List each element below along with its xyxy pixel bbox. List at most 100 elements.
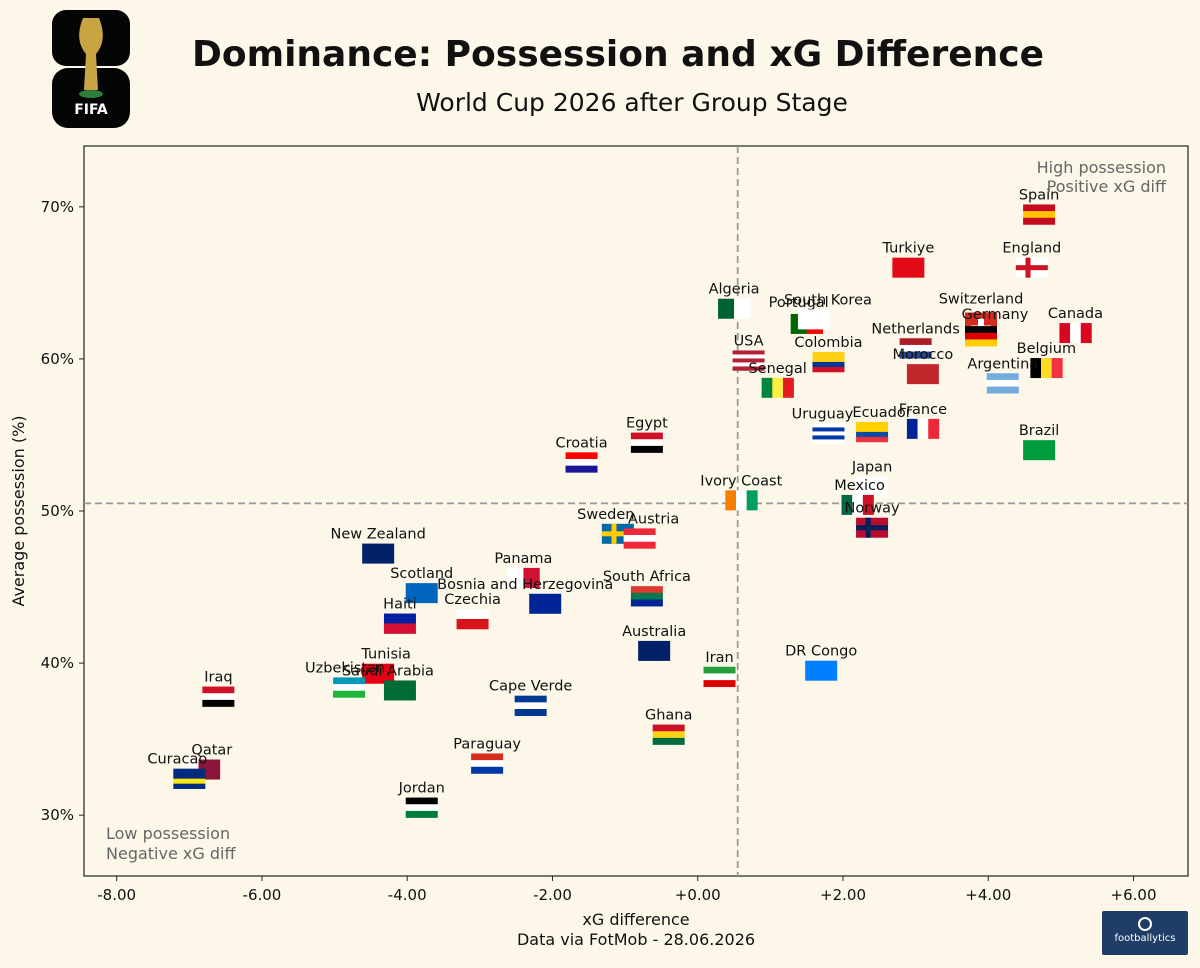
flag-icon xyxy=(761,377,794,398)
y-tick-label: 40% xyxy=(41,654,74,672)
data-point: DR Congo xyxy=(785,644,857,681)
page-title: Dominance: Possession and xG Difference xyxy=(191,34,1045,75)
flag-icon xyxy=(405,583,438,604)
y-tick-label: 60% xyxy=(41,350,74,368)
data-point: Australia xyxy=(622,624,686,661)
flag-icon xyxy=(630,432,663,453)
point-label: Germany xyxy=(962,307,1029,323)
point-label: Iran xyxy=(705,650,733,666)
quadrant-bottom-left-line2: Negative xG diff xyxy=(106,844,236,863)
flag-icon xyxy=(718,298,751,319)
point-label: Turkiye xyxy=(882,241,935,257)
flag-icon xyxy=(565,452,598,473)
x-tick-label: -4.00 xyxy=(388,886,427,904)
data-point: Scotland xyxy=(390,566,453,604)
x-axis-label: xG difference xyxy=(582,910,689,929)
point-label: South Africa xyxy=(603,569,691,585)
quadrant-top-right-line1: High possession xyxy=(1037,158,1166,177)
data-point: New Zealand xyxy=(331,527,426,564)
flag-icon xyxy=(362,543,395,564)
data-point: Croatia xyxy=(555,435,608,473)
data-point: Morocco xyxy=(893,347,953,385)
data-point: France xyxy=(899,402,947,439)
point-label: Czechia xyxy=(444,592,501,608)
flag-icon xyxy=(805,660,838,681)
data-point: Czechia xyxy=(444,592,501,630)
flag-icon xyxy=(630,586,663,607)
flag-icon xyxy=(362,663,395,684)
point-label: South Korea xyxy=(784,292,872,308)
point-label: Ivory Coast xyxy=(700,473,782,489)
point-label: Qatar xyxy=(191,743,232,759)
point-label: Belgium xyxy=(1017,341,1076,357)
flag-icon xyxy=(1015,257,1048,278)
point-label: Jordan xyxy=(398,781,445,797)
point-label: Mexico xyxy=(834,478,885,494)
data-point: Senegal xyxy=(748,361,807,398)
flag-icon xyxy=(202,686,235,707)
x-tick-label: +6.00 xyxy=(1111,886,1157,904)
flag-icon xyxy=(856,517,889,538)
data-point: Tunisia xyxy=(360,647,411,684)
flag-icon xyxy=(703,666,736,688)
quadrant-bottom-left-line1: Low possession xyxy=(106,824,230,843)
data-source: Data via FotMob - 28.06.2026 xyxy=(517,930,755,949)
flag-icon xyxy=(1023,204,1056,225)
flag-icon xyxy=(456,608,489,630)
data-point: Haiti xyxy=(383,597,417,634)
flag-icon xyxy=(725,490,758,511)
point-label: Bosnia and Herzegovina xyxy=(437,577,613,593)
data-point: Austria xyxy=(623,511,679,549)
data-point: Spain xyxy=(1019,187,1059,225)
data-point: USA xyxy=(732,333,765,371)
point-label: Switzerland xyxy=(939,292,1024,308)
point-label: Norway xyxy=(845,501,900,517)
flag-icon xyxy=(652,724,685,745)
data-point: Egypt xyxy=(626,416,668,453)
y-tick-label: 70% xyxy=(41,198,74,216)
flag-icon xyxy=(812,351,845,373)
data-point: Canada xyxy=(1048,306,1103,344)
flag-icon xyxy=(906,418,940,439)
flag-icon xyxy=(812,423,845,444)
data-point: England xyxy=(1002,241,1061,278)
flag-icon xyxy=(856,476,889,497)
data-point: Germany xyxy=(962,307,1029,347)
flag-icon xyxy=(841,494,874,515)
point-label: Portugal xyxy=(769,295,829,311)
point-label: England xyxy=(1002,241,1061,257)
point-label: Brazil xyxy=(1019,423,1059,439)
point-label: Egypt xyxy=(626,416,668,432)
data-point: Iran xyxy=(703,650,736,688)
point-label: Japan xyxy=(851,460,892,476)
data-point: Panama xyxy=(494,551,552,588)
point-label: Argentina xyxy=(967,356,1038,372)
x-tick-label: -6.00 xyxy=(243,886,282,904)
data-point: Jordan xyxy=(398,781,445,818)
data-point: Curacao xyxy=(147,752,207,789)
point-label: Uzbekistan xyxy=(305,660,385,676)
point-label: France xyxy=(899,402,947,418)
flag-icon xyxy=(732,350,765,371)
data-point: Cape Verde xyxy=(489,679,572,716)
data-point: Mexico xyxy=(834,478,885,515)
point-label: DR Congo xyxy=(785,644,857,660)
point-label: Austria xyxy=(628,511,679,527)
data-point: Netherlands xyxy=(871,321,960,359)
x-tick-label: -2.00 xyxy=(533,886,572,904)
data-point: Uzbekistan xyxy=(305,660,385,698)
flag-icon xyxy=(471,753,504,774)
point-label: Cape Verde xyxy=(489,679,572,695)
flag-icon xyxy=(1023,440,1056,461)
point-label: New Zealand xyxy=(331,527,426,543)
quadrant-top-right-line2: Positive xG diff xyxy=(1047,177,1167,196)
flag-icon xyxy=(507,567,540,588)
data-point: Paraguay xyxy=(453,736,521,774)
data-point: South Africa xyxy=(603,569,691,607)
brand-label: footballytics xyxy=(1114,933,1176,944)
point-label: Croatia xyxy=(555,435,607,451)
data-point: Bosnia and Herzegovina xyxy=(437,577,613,614)
point-label: Scotland xyxy=(390,566,453,582)
footballytics-brand: footballytics xyxy=(1102,911,1188,955)
data-point: Norway xyxy=(845,501,900,538)
